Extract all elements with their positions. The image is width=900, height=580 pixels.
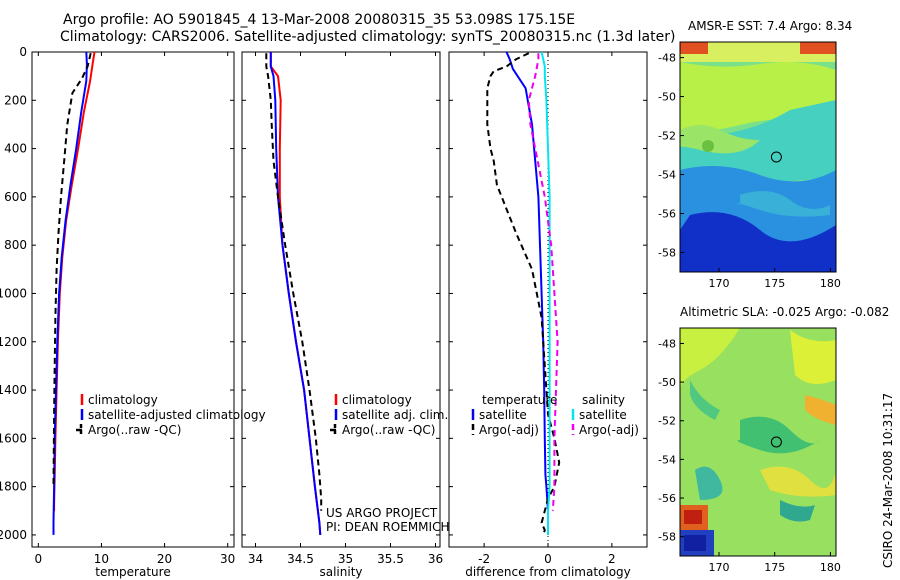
y-tick-label: 400 [4,142,27,156]
map-y-tick-label: -54 [658,169,676,182]
map-y-tick-label: -56 [658,208,676,221]
legend-label: salinity [582,393,625,407]
x-tick-label: 36 [428,552,443,566]
legend-label: Argo(-adj) [579,423,639,437]
y-tick-label: 200 [4,93,27,107]
y-tick-label: 1400 [0,383,27,397]
y-tick-label: 1800 [0,480,27,494]
y-tick-label: 1200 [0,335,27,349]
x-tick-label: 20 [157,552,172,566]
argo-location-marker [770,436,782,448]
map-y-tick-label: -56 [658,492,676,505]
figure-title-line1: Argo profile: AO 5901845_4 13-Mar-2008 2… [63,12,576,28]
y-tick-label: 1000 [0,286,27,300]
sla-map-image [680,328,836,556]
argo-location-marker [770,151,782,163]
x-tick-label: 34 [248,552,263,566]
map-x-tick-label: 180 [820,561,841,574]
sla-map-title: Altimetric SLA: -0.025 Argo: -0.082 [680,305,890,319]
y-tick-label: 600 [4,190,27,204]
legend-label: satellite [479,408,527,422]
y-tick-label: 0 [19,45,27,59]
y-tick-label: 2000 [0,528,27,542]
map-x-tick-label: 170 [709,561,730,574]
series-line-argo-adj- [527,53,559,511]
x-tick-label: 35 [338,552,353,566]
x-tick-label: -2 [478,552,490,566]
legend-label: satellite adj. clim. [342,408,448,422]
legend-label: satellite [579,408,627,422]
plot-frame-1 [31,51,235,548]
x-tick-label: 10 [94,552,109,566]
series-line-satellite-adj-clim- [269,52,322,535]
map-x-tick-label: 180 [820,277,841,290]
figure-title-line2: Climatology: CARS2006. Satellite-adjuste… [60,29,676,45]
y-tick-label: 800 [4,238,27,252]
x-axis-label: temperature [95,565,170,579]
map-y-tick-label: -58 [658,247,676,260]
series-line-satellite [540,51,551,535]
series-line-satellite [505,51,549,535]
x-tick-label: 0 [34,552,42,566]
x-tick-label: 0 [544,552,552,566]
x-axis-label: salinity [319,565,362,579]
x-tick-label: 30 [220,552,235,566]
project-note: PI: DEAN ROEMMICH [326,520,449,534]
map-x-tick-label: 170 [709,277,730,290]
x-tick-label: 34.5 [287,552,314,566]
map-x-tick-label: 175 [764,561,785,574]
series-line-argo-adj- [486,52,561,536]
map-y-tick-label: -48 [658,52,676,65]
map-y-tick-label: -52 [658,130,676,143]
legend-label: climatology [342,393,412,407]
legend-label: Argo(-adj) [479,423,539,437]
series-line-argo-raw-qc- [265,53,323,511]
legend-label: Argo(..raw -QC) [342,423,435,437]
map-y-tick-label: -48 [658,337,676,350]
sst-map-title: AMSR-E SST: 7.4 Argo: 8.34 [688,19,853,33]
map-x-tick-label: 175 [764,277,785,290]
map-y-tick-label: -58 [658,531,676,544]
map-y-tick-label: -50 [658,376,676,389]
x-tick-label: 2 [608,552,616,566]
project-note: US ARGO PROJECT [326,506,438,520]
map-y-tick-label: -54 [658,453,676,466]
x-tick-label: 35.5 [377,552,404,566]
map-y-tick-label: -52 [658,415,676,428]
legend-label: Argo(..raw -QC) [88,423,181,437]
map-y-tick-label: -50 [658,91,676,104]
legend-label: climatology [88,393,158,407]
y-tick-label: 1600 [0,431,27,445]
series-line-argo-raw-qc- [52,52,92,487]
x-axis-label: difference from climatology [465,565,631,579]
sst-map-image [680,42,836,272]
legend-label: satellite-adjusted climatology [88,408,266,422]
plot-frame-2 [241,51,441,548]
legend-label: temperature [482,393,557,407]
